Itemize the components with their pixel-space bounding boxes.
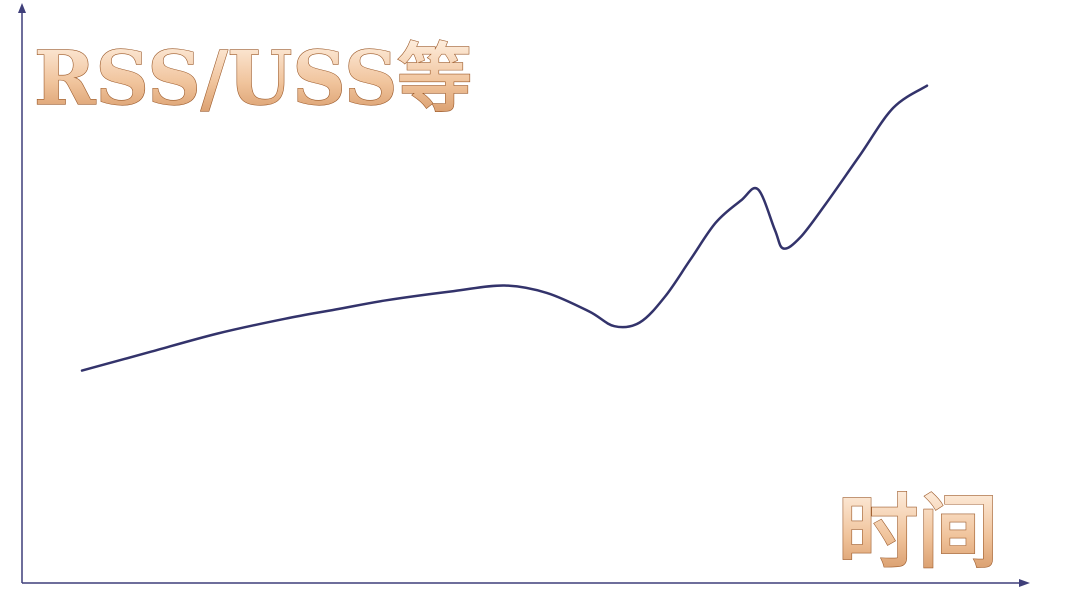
y-axis-arrow-icon (18, 3, 26, 13)
x-axis-label: 时间 (838, 485, 998, 579)
series-layer (80, 84, 929, 372)
x-axis-arrow-icon (1019, 579, 1030, 587)
series-line-0 (80, 84, 929, 372)
y-axis-label: RSS/USS等 (34, 36, 472, 122)
